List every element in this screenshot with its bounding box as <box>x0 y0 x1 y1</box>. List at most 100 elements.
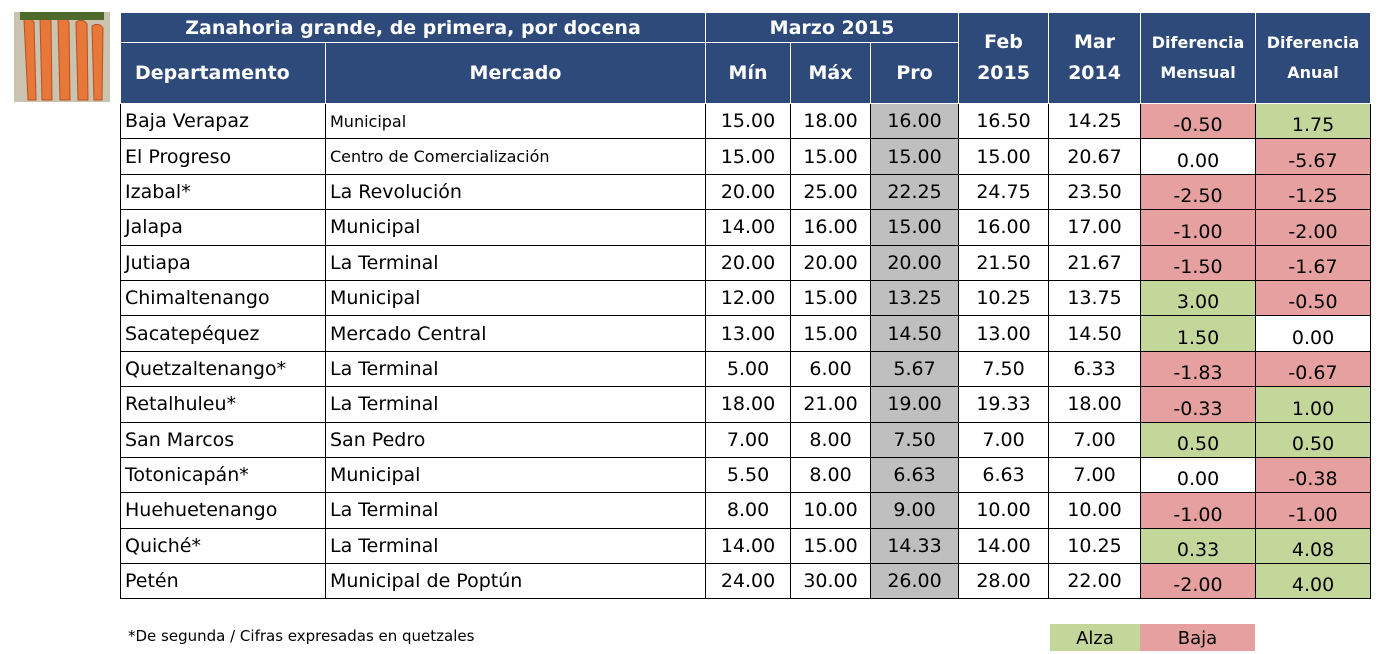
price-table: Zanahoria grande, de primera, por docena… <box>120 12 1371 599</box>
diferencia-mensual-cell: 0.33 <box>1141 528 1256 563</box>
mar-2014-cell: 10.00 <box>1049 493 1141 528</box>
legend-up: Alza <box>1050 624 1140 651</box>
pro-cell: 22.25 <box>871 174 959 209</box>
diferencia-mensual-cell: 0.50 <box>1141 422 1256 457</box>
mar-2014-cell: 7.00 <box>1049 457 1141 492</box>
feb-2015-cell: 19.33 <box>959 387 1049 422</box>
diferencia-anual-cell: -5.67 <box>1256 139 1371 174</box>
max-cell: 25.00 <box>791 174 871 209</box>
feb-2015-cell: 15.00 <box>959 139 1049 174</box>
diferencia-mensual-cell: -0.50 <box>1141 104 1256 139</box>
min-cell: 18.00 <box>706 387 791 422</box>
diferencia-mensual-cell: -1.50 <box>1141 245 1256 280</box>
diferencia-anual-cell: 4.08 <box>1256 528 1371 563</box>
pro-cell: 6.63 <box>871 457 959 492</box>
feb-2015-cell: 24.75 <box>959 174 1049 209</box>
diferencia-anual-cell: 0.00 <box>1256 316 1371 351</box>
mar-2014-cell: 14.25 <box>1049 104 1141 139</box>
pro-cell: 20.00 <box>871 245 959 280</box>
diferencia-mensual-cell: -1.83 <box>1141 351 1256 386</box>
column-header: Diferencia Anual <box>1256 13 1371 104</box>
mercado-cell: Municipal <box>326 457 706 492</box>
min-cell: 12.00 <box>706 280 791 315</box>
diferencia-mensual-cell: 3.00 <box>1141 280 1256 315</box>
diferencia-mensual-cell: -1.00 <box>1141 210 1256 245</box>
min-cell: 15.00 <box>706 139 791 174</box>
departamento-cell: El Progreso <box>121 139 326 174</box>
feb-2015-cell: 16.00 <box>959 210 1049 245</box>
departamento-cell: Quetzaltenango* <box>121 351 326 386</box>
min-cell: 15.00 <box>706 104 791 139</box>
mar-2014-cell: 10.25 <box>1049 528 1141 563</box>
mercado-cell: Municipal de Poptún <box>326 564 706 599</box>
max-cell: 16.00 <box>791 210 871 245</box>
pro-cell: 13.25 <box>871 280 959 315</box>
feb-2015-cell: 16.50 <box>959 104 1049 139</box>
pro-cell: 15.00 <box>871 210 959 245</box>
mar-2014-cell: 14.50 <box>1049 316 1141 351</box>
min-cell: 20.00 <box>706 245 791 280</box>
pro-cell: 5.67 <box>871 351 959 386</box>
max-cell: 15.00 <box>791 528 871 563</box>
mar-2014-cell: 23.50 <box>1049 174 1141 209</box>
diferencia-anual-cell: 4.00 <box>1256 564 1371 599</box>
min-cell: 14.00 <box>706 528 791 563</box>
departamento-cell: Totonicapán* <box>121 457 326 492</box>
diferencia-anual-cell: 0.50 <box>1256 422 1371 457</box>
min-cell: 5.50 <box>706 457 791 492</box>
max-cell: 15.00 <box>791 280 871 315</box>
feb-2015-cell: 21.50 <box>959 245 1049 280</box>
min-cell: 14.00 <box>706 210 791 245</box>
feb-2015-cell: 14.00 <box>959 528 1049 563</box>
column-header: Diferencia Mensual <box>1141 13 1256 104</box>
departamento-cell: Petén <box>121 564 326 599</box>
departamento-cell: Quiché* <box>121 528 326 563</box>
pro-cell: 15.00 <box>871 139 959 174</box>
pro-cell: 26.00 <box>871 564 959 599</box>
departamento-cell: San Marcos <box>121 422 326 457</box>
min-cell: 20.00 <box>706 174 791 209</box>
min-cell: 13.00 <box>706 316 791 351</box>
page: Zanahoria grande, de primera, por docena… <box>0 0 1382 651</box>
feb-2015-cell: 28.00 <box>959 564 1049 599</box>
min-cell: 7.00 <box>706 422 791 457</box>
mar-2014-cell: 17.00 <box>1049 210 1141 245</box>
max-cell: 21.00 <box>791 387 871 422</box>
diferencia-mensual-cell: -1.00 <box>1141 493 1256 528</box>
mar-2014-cell: 18.00 <box>1049 387 1141 422</box>
pro-cell: 7.50 <box>871 422 959 457</box>
mercado-cell: La Terminal <box>326 493 706 528</box>
feb-2015-cell: 6.63 <box>959 457 1049 492</box>
diferencia-anual-cell: -1.25 <box>1256 174 1371 209</box>
carrot-image <box>14 12 110 102</box>
mercado-cell: La Terminal <box>326 387 706 422</box>
mar-2014-cell: 20.67 <box>1049 139 1141 174</box>
mar-2014-cell: 21.67 <box>1049 245 1141 280</box>
diferencia-anual-cell: -2.00 <box>1256 210 1371 245</box>
pro-cell: 9.00 <box>871 493 959 528</box>
legend-down: Baja <box>1140 624 1255 651</box>
departamento-cell: Jutiapa <box>121 245 326 280</box>
feb-2015-cell: 7.00 <box>959 422 1049 457</box>
max-cell: 30.00 <box>791 564 871 599</box>
max-cell: 8.00 <box>791 422 871 457</box>
diferencia-anual-cell: -0.67 <box>1256 351 1371 386</box>
feb-2015-cell: 10.00 <box>959 493 1049 528</box>
max-cell: 20.00 <box>791 245 871 280</box>
max-cell: 15.00 <box>791 316 871 351</box>
feb-2015-cell: 10.25 <box>959 280 1049 315</box>
mar-2014-cell: 7.00 <box>1049 422 1141 457</box>
departamento-cell: Chimaltenango <box>121 280 326 315</box>
diferencia-anual-cell: -1.67 <box>1256 245 1371 280</box>
feb-2015-cell: 13.00 <box>959 316 1049 351</box>
